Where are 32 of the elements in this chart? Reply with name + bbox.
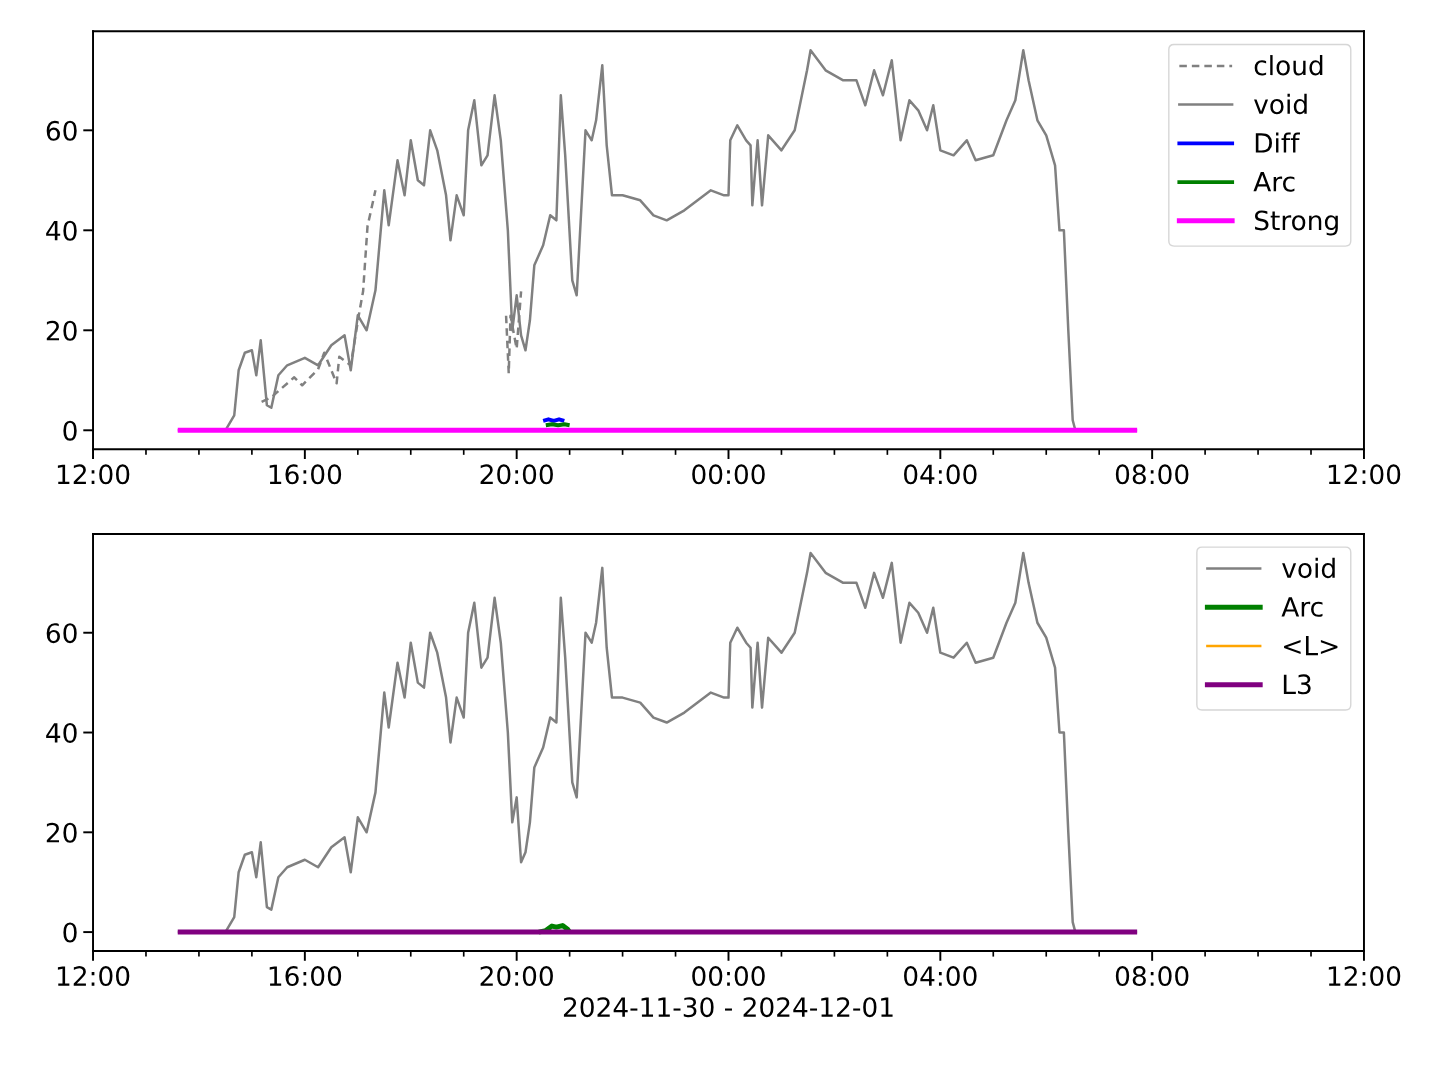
- x-axis-title: 2024-11-30 - 2024-12-01: [563, 997, 893, 1018]
- x-tick-label: 04:00: [904, 464, 977, 485]
- x-tick-label: 12:00: [57, 464, 130, 485]
- x-tick-label: 12:00: [57, 966, 130, 987]
- y-tick-label: 40: [46, 722, 77, 743]
- y-tick-label: 40: [46, 220, 77, 241]
- x-tick-label: 08:00: [1115, 966, 1189, 987]
- x-tick-label: 00:00: [692, 464, 765, 485]
- x-tick-label: 04:00: [904, 966, 977, 987]
- x-tick-label: 20:00: [480, 464, 553, 485]
- legend-label: cloud: [1254, 55, 1323, 76]
- legend-label: void: [1254, 93, 1307, 115]
- y-tick-label: 60: [46, 623, 77, 644]
- x-tick-label: 12:00: [1328, 464, 1401, 485]
- legend-label: void: [1282, 557, 1335, 579]
- x-tick-label: 16:00: [269, 966, 342, 987]
- x-tick-label: 16:00: [269, 464, 342, 485]
- x-tick-label: 00:00: [692, 966, 765, 987]
- y-tick-label: 0: [63, 420, 77, 441]
- y-tick-label: 60: [46, 120, 77, 141]
- legend-label: <L>: [1284, 635, 1338, 656]
- y-tick-label: 20: [46, 320, 77, 341]
- x-tick-label: 08:00: [1115, 464, 1189, 485]
- legend-label: Arc: [1253, 172, 1295, 192]
- x-tick-label: 20:00: [480, 966, 553, 987]
- legend-label: Arc: [1281, 597, 1323, 617]
- legend-label: L3: [1283, 674, 1311, 695]
- y-tick-label: 0: [63, 922, 77, 943]
- x-tick-label: 12:00: [1328, 966, 1401, 987]
- legend-label: Diff: [1255, 132, 1300, 153]
- y-tick-label: 20: [46, 822, 77, 843]
- legend-label: Strong: [1254, 210, 1338, 236]
